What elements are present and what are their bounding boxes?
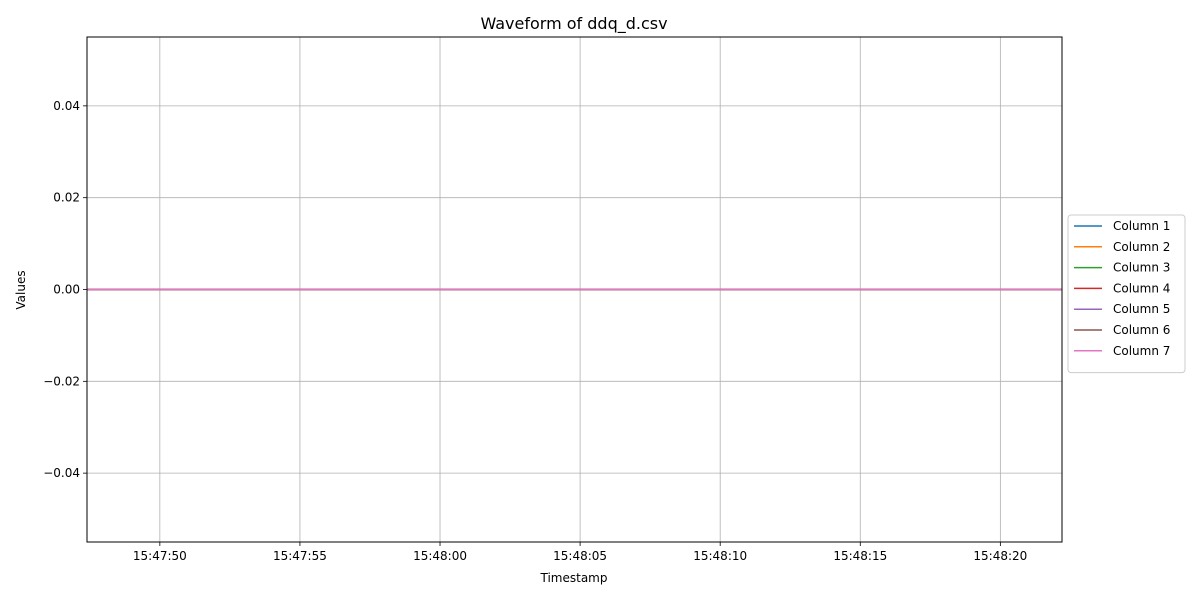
x-tick-label: 15:47:50 bbox=[133, 549, 187, 563]
legend-label: Column 7 bbox=[1113, 344, 1170, 358]
legend-label: Column 2 bbox=[1113, 240, 1170, 254]
x-tick-label: 15:48:20 bbox=[973, 549, 1027, 563]
legend-label: Column 4 bbox=[1113, 281, 1170, 295]
x-tick-label: 15:48:15 bbox=[833, 549, 887, 563]
legend: Column 1 Column 2 Column 3 Column 4 Column 5… bbox=[1067, 214, 1186, 374]
legend-label: Column 6 bbox=[1113, 323, 1170, 337]
x-axis-label: Timestamp bbox=[540, 571, 608, 585]
y-tick-label: 0.04 bbox=[53, 99, 80, 113]
x-tick-label: 15:48:10 bbox=[693, 549, 747, 563]
y-tick-label: −0.02 bbox=[43, 374, 80, 388]
y-axis-label: Values bbox=[14, 270, 28, 309]
axis-ticks: 15:47:50 15:47:55 15:48:00 15:48:05 15:48:10… bbox=[43, 99, 1027, 563]
x-tick-label: 15:47:55 bbox=[273, 549, 327, 563]
y-tick-label: 0.00 bbox=[53, 283, 80, 297]
legend-box bbox=[1067, 214, 1186, 374]
legend-label: Column 3 bbox=[1113, 261, 1170, 275]
chart-title: Waveform of ddq_d.csv bbox=[480, 14, 667, 34]
y-tick-label: 0.02 bbox=[53, 191, 80, 205]
x-tick-label: 15:48:05 bbox=[553, 549, 607, 563]
y-tick-label: −0.04 bbox=[43, 466, 80, 480]
x-tick-label: 15:48:00 bbox=[413, 549, 467, 563]
legend-label: Column 1 bbox=[1113, 219, 1170, 233]
legend-label: Column 5 bbox=[1113, 302, 1170, 316]
